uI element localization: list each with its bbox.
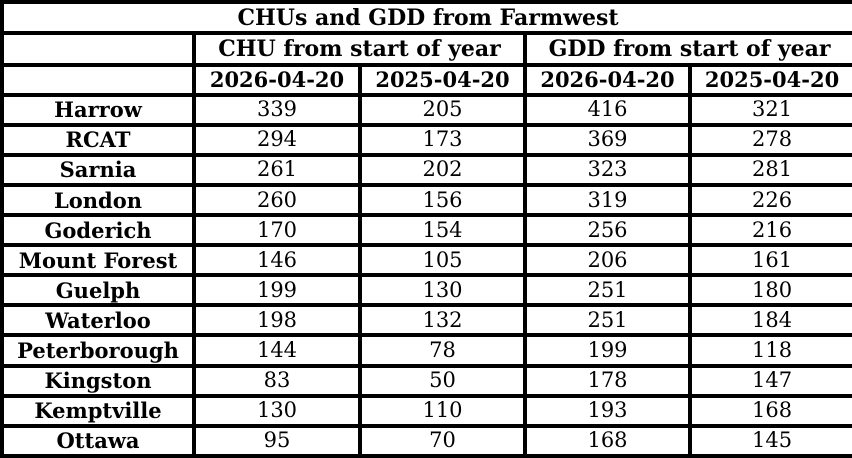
value-cell: 294 — [192, 122, 362, 157]
value-cell: 323 — [523, 152, 692, 188]
value-cell: 256 — [523, 213, 692, 248]
value-cell: 321 — [687, 92, 852, 127]
table-row: Guelph 199 130 251 180 — [0, 273, 852, 308]
value-cell: 260 — [192, 183, 362, 218]
value-cell: 161 — [687, 243, 852, 278]
value-cell: 281 — [687, 152, 852, 188]
value-cell: 251 — [523, 303, 692, 338]
location-cell: Kemptville — [0, 393, 196, 428]
table-row: RCAT 294 173 369 278 — [0, 122, 852, 157]
value-cell: 130 — [192, 393, 362, 428]
title-row: CHUs and GDD from Farmwest — [0, 0, 852, 36]
value-cell: 70 — [358, 423, 527, 458]
location-cell: London — [0, 183, 196, 218]
value-cell: 146 — [192, 243, 362, 278]
location-cell: Waterloo — [0, 303, 196, 338]
value-cell: 105 — [358, 243, 527, 278]
table-row: Kemptville 130 110 193 168 — [0, 393, 852, 428]
value-cell: 184 — [687, 303, 852, 338]
value-cell: 261 — [192, 152, 362, 188]
table-title: CHUs and GDD from Farmwest — [0, 0, 852, 36]
table-row: Harrow 339 205 416 321 — [0, 92, 852, 127]
table-row: Peterborough 144 78 199 118 — [0, 333, 852, 368]
value-cell: 206 — [523, 243, 692, 278]
value-cell: 193 — [523, 393, 692, 428]
corner-cell-top — [0, 31, 196, 67]
table-row: Sarnia 261 202 323 281 — [0, 152, 852, 188]
value-cell: 178 — [523, 363, 692, 398]
value-cell: 145 — [687, 423, 852, 458]
value-cell: 147 — [687, 363, 852, 398]
date-header-row: 2026-04-20 2025-04-20 2026-04-20 2025-04… — [0, 62, 852, 97]
value-cell: 170 — [192, 213, 362, 248]
value-cell: 95 — [192, 423, 362, 458]
location-cell: Goderich — [0, 213, 196, 248]
value-cell: 226 — [687, 183, 852, 218]
value-cell: 216 — [687, 213, 852, 248]
table-row: London 260 156 319 226 — [0, 183, 852, 218]
value-cell: 369 — [523, 122, 692, 157]
group-header-row: CHU from start of year GDD from start of… — [0, 31, 852, 67]
value-cell: 205 — [358, 92, 527, 127]
value-cell: 144 — [192, 333, 362, 368]
location-cell: Mount Forest — [0, 243, 196, 278]
value-cell: 154 — [358, 213, 527, 248]
table-row: Kingston 83 50 178 147 — [0, 363, 852, 398]
gdd-group-header: GDD from start of year — [522, 31, 852, 67]
value-cell: 118 — [687, 333, 852, 368]
value-cell: 199 — [192, 273, 362, 308]
value-cell: 50 — [358, 363, 527, 398]
table-row: Goderich 170 154 256 216 — [0, 213, 852, 248]
value-cell: 319 — [523, 183, 692, 218]
chu-date-header-2025: 2025-04-20 — [358, 62, 527, 97]
value-cell: 173 — [358, 122, 527, 157]
value-cell: 78 — [358, 333, 527, 368]
corner-cell-bottom — [0, 62, 196, 97]
location-cell: Kingston — [0, 363, 196, 398]
value-cell: 202 — [358, 152, 527, 188]
value-cell: 110 — [358, 393, 527, 428]
value-cell: 251 — [523, 273, 692, 308]
location-cell: RCAT — [0, 122, 196, 157]
value-cell: 180 — [687, 273, 852, 308]
table-row: Waterloo 198 132 251 184 — [0, 303, 852, 338]
value-cell: 278 — [687, 122, 852, 157]
table-row: Mount Forest 146 105 206 161 — [0, 243, 852, 278]
value-cell: 199 — [523, 333, 692, 368]
chu-group-header: CHU from start of year — [192, 31, 527, 67]
value-cell: 168 — [687, 393, 852, 428]
location-cell: Guelph — [0, 273, 196, 308]
value-cell: 132 — [358, 303, 527, 338]
value-cell: 156 — [358, 183, 527, 218]
value-cell: 198 — [192, 303, 362, 338]
location-cell: Ottawa — [0, 423, 196, 458]
chu-date-header-2026: 2026-04-20 — [192, 62, 362, 97]
table-row: Ottawa 95 70 168 145 — [0, 423, 852, 458]
value-cell: 168 — [523, 423, 692, 458]
value-cell: 130 — [358, 273, 527, 308]
gdd-date-header-2025: 2025-04-20 — [687, 62, 852, 97]
location-cell: Peterborough — [0, 333, 196, 368]
value-cell: 339 — [192, 92, 362, 127]
location-cell: Harrow — [0, 92, 196, 127]
value-cell: 83 — [192, 363, 362, 398]
gdd-date-header-2026: 2026-04-20 — [523, 62, 692, 97]
location-cell: Sarnia — [0, 152, 196, 188]
value-cell: 416 — [523, 92, 692, 127]
